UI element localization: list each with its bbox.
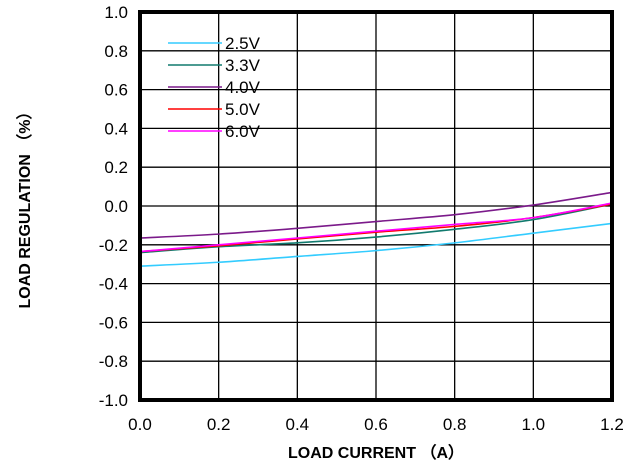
legend-label-3.3V: 3.3V [225, 56, 261, 75]
series-line-6.0V [139, 202, 613, 253]
legend-label-4.0V: 4.0V [225, 78, 261, 97]
y-tick-label: -1.0 [99, 391, 128, 410]
legend-label-2.5V: 2.5V [225, 34, 261, 53]
series-line-2.5V [139, 222, 613, 267]
legend-label-5.0V: 5.0V [225, 100, 261, 119]
tick-labels: 0.0 0.2 0.4 0.6 0.8 1.0 1.21.00.80.60.40.20.0-… [99, 3, 624, 434]
y-tick-label: 0.8 [104, 42, 128, 61]
series-lines [139, 191, 613, 267]
y-tick-label: 0.6 [104, 81, 128, 100]
y-tick-label: 0.0 [104, 197, 128, 216]
grid [139, 11, 613, 401]
series-line-4.0V [139, 191, 613, 239]
x-tick-label: 1.0 [522, 415, 546, 434]
x-tick-label: 0.6 [364, 415, 388, 434]
x-axis-title: LOAD CURRENT （A） [288, 444, 464, 462]
plot-frame [138, 10, 614, 402]
y-tick-label: -0.4 [99, 275, 128, 294]
y-tick-label: -0.2 [99, 236, 128, 255]
x-tick-label: 0.4 [286, 415, 310, 434]
y-tick-label: 0.2 [104, 158, 128, 177]
x-tick-label: 0.0 [128, 415, 152, 434]
legend-label-6.0V: 6.0V [225, 122, 261, 141]
y-tick-label: 0.4 [104, 119, 128, 138]
x-tick-label: 0.8 [443, 415, 467, 434]
y-tick-label: 1.0 [104, 3, 128, 22]
legend: 2.5V 3.3V 4.0V 5.0V 6.0V [168, 34, 261, 141]
x-tick-label: 1.2 [600, 415, 624, 434]
y-tick-label: -0.6 [99, 313, 128, 332]
y-axis-title: LOAD REGULATION （%） [16, 103, 34, 308]
y-tick-label: -0.8 [99, 352, 128, 371]
x-tick-label: 0.2 [207, 415, 231, 434]
series-line-3.3V [139, 203, 613, 254]
